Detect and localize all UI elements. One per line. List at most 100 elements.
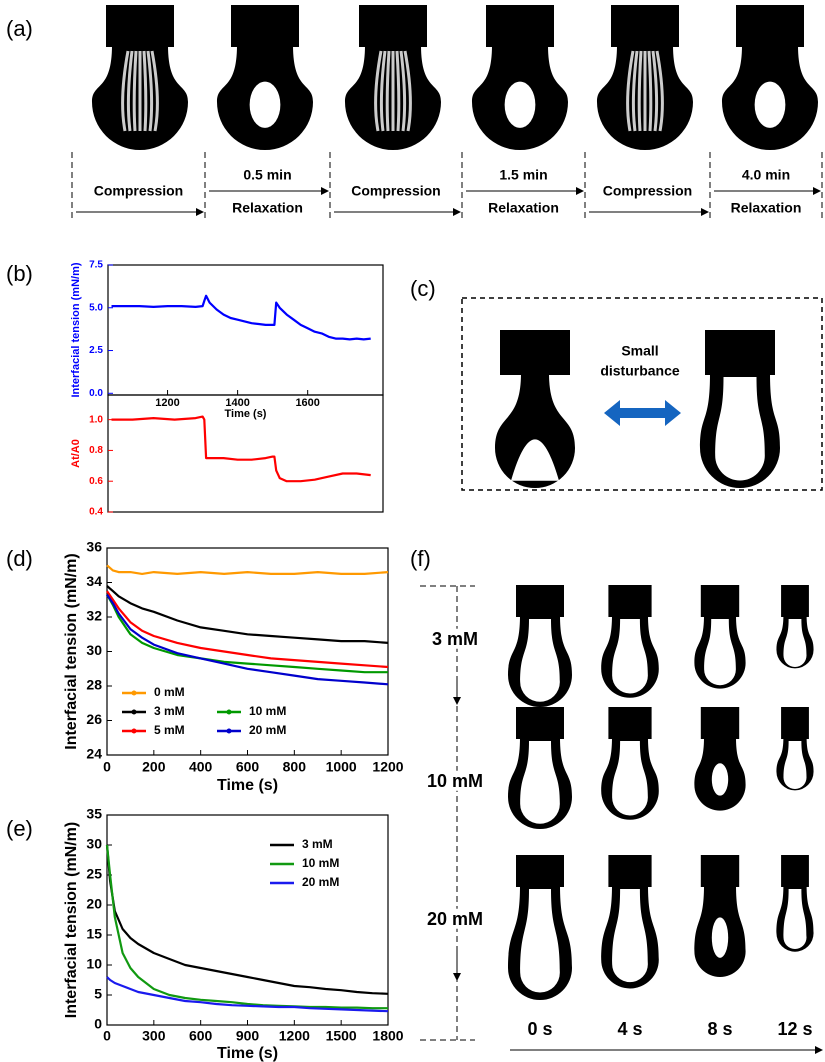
needle-holder [608,585,652,617]
series-line [105,844,389,995]
panel-c-frame [461,297,823,491]
needle-holder [705,330,775,375]
droplet-highlight [142,50,148,132]
plot-frame [106,547,389,756]
droplet-highlight [395,50,401,132]
x-tick-label: 300 [142,1028,166,1044]
needle-holder [781,707,809,739]
droplet-highlight [655,50,664,132]
series-line [106,593,389,686]
droplet-highlight [631,50,639,132]
row-label: 20 mM [427,909,483,929]
y-tick-label: 7.5 [89,260,103,271]
droplet-highlight [626,50,635,132]
plot-frame [107,264,384,396]
row-label: 3 mM [432,629,478,649]
droplet-core [520,741,560,824]
series-line [106,585,389,644]
label-bg [424,770,486,791]
panel-label: (b) [6,261,33,286]
needle-holder [700,855,740,887]
panel-label: (c) [410,276,436,301]
disturbance-text: disturbance [600,363,680,379]
needle-holder [231,5,299,47]
series-line [106,590,389,669]
droplet-core [711,763,729,796]
droplet-core [511,439,559,481]
x-axis-title: Time (s) [225,408,267,420]
needle-holder [516,585,564,617]
droplet-highlight [379,50,387,132]
needle-holder [500,330,570,375]
legend-label: 0 mM [154,685,185,699]
legend-marker [131,690,137,696]
x-tick-label: 1400 [225,397,249,409]
x-axis-title: Time (s) [217,777,278,794]
legend-label: 5 mM [154,723,185,737]
x-tick-label: 1200 [279,1028,310,1044]
needle-holder [486,5,554,47]
panel-label: (d) [6,546,33,571]
droplet-highlight [647,50,653,132]
step-label: Compression [603,183,692,199]
panel-label: (e) [6,816,33,841]
droplet-core [783,741,807,790]
series-line [106,564,389,575]
step-label: Relaxation [232,200,303,216]
y-tick-label: 1.0 [89,414,103,425]
droplet-highlight [399,50,407,132]
x-tick-label: 600 [189,1028,213,1044]
droplet-core [704,619,736,686]
panel-label: (f) [410,546,431,571]
x-axis-title: Time (s) [217,1045,278,1062]
droplet-highlight [150,50,159,132]
droplet-core [520,889,560,993]
double-arrow [604,400,681,426]
x-tick-label: 1500 [326,1028,357,1044]
droplet-core [504,81,536,128]
droplet-highlight [385,50,391,132]
legend-label: 3 mM [154,704,185,718]
y-tick-label: 0 [94,1016,102,1032]
legend-label: 10 mM [249,704,286,718]
x-tick-label: 600 [236,759,260,775]
series-line [111,294,371,341]
y-tick-label: 5.0 [89,302,103,313]
legend-label: 3 mM [302,837,333,851]
label-bg [429,628,481,649]
droplet-highlight [146,50,154,132]
droplet-core [520,619,560,702]
y-tick-label: 0.4 [89,507,103,518]
disturbance-text: Small [621,343,658,359]
y-axis-title: Interfacial tension (mN/m) [63,553,80,749]
droplet-highlight [126,50,134,132]
y-tick-label: 36 [86,539,102,555]
y-tick-label: 20 [86,896,102,912]
droplet-core [715,377,765,481]
needle-holder [106,5,174,47]
needle-holder [700,585,740,617]
series-line [111,415,371,483]
y-tick-label: 15 [86,926,102,942]
needle-holder [781,855,809,887]
needle-holder [516,855,564,887]
droplet-core [612,889,648,983]
y-tick-label: 28 [86,677,102,693]
step-label: Relaxation [731,200,802,216]
y-tick-label: 35 [86,806,102,822]
x-tick-label: 0 [103,1028,111,1044]
droplet-core [754,81,786,128]
droplet-highlight [132,50,138,132]
y-tick-label: 0.8 [89,445,103,456]
droplet [495,373,575,488]
droplet-highlight [121,50,130,132]
legend-marker [131,709,137,715]
x-tick-label: 0 [103,759,111,775]
step-time: 0.5 min [243,167,291,183]
y-tick-label: 30 [86,642,102,658]
row-label: 10 mM [427,771,483,791]
step-label: Relaxation [488,200,559,216]
droplet-core [711,917,729,958]
y-tick-label: 24 [86,746,102,762]
